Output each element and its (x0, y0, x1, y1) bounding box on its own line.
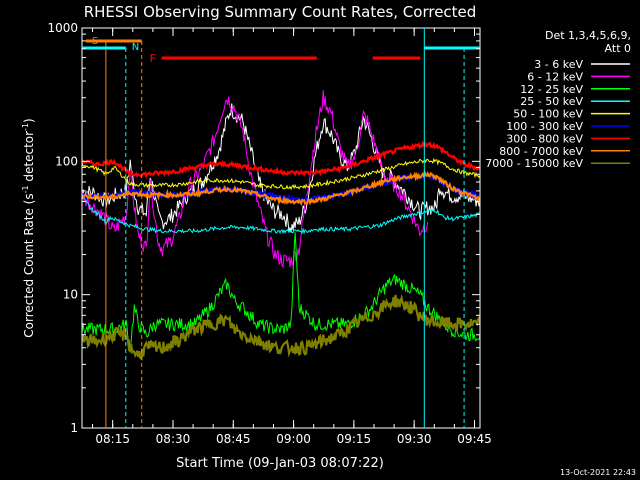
flag-f-label: F (150, 52, 156, 65)
x-tick-label: 09:15 (337, 432, 372, 446)
y-axis-label-sup1: -1 (21, 185, 30, 193)
x-tick-label: 09:30 (397, 432, 432, 446)
legend-title-1: Det 1,3,4,5,6,9, (545, 29, 631, 42)
series-line-6-12kev (82, 90, 429, 268)
y-tick-label: 100 (55, 154, 78, 168)
x-tick-label: 09:00 (276, 432, 311, 446)
legend-label: 800 - 7000 keV (499, 145, 583, 158)
y-axis-label-sup2: -1 (21, 123, 30, 131)
legend-title-2: Att 0 (605, 42, 631, 55)
x-tick-label: 08:45 (216, 432, 251, 446)
y-axis-label-main: Corrected Count Rate (s (22, 193, 36, 337)
series-line-800-7000kev (82, 169, 480, 206)
series-line-7000-15000kev (82, 293, 480, 361)
x-tick-labels: 08:15 08:30 08:45 09:00 09:15 09:30 09:45 (95, 432, 491, 446)
legend-label: 50 - 100 keV (513, 108, 583, 121)
series-line-50-100kev (82, 157, 480, 191)
y-tick-labels: 1 10 100 1000 (47, 21, 78, 435)
legend-label: 7000 - 15000 keV (485, 157, 583, 170)
y-axis-label-mid: detector (22, 131, 36, 186)
legend-label: 3 - 6 keV (534, 58, 583, 71)
plot-frame (81, 27, 481, 429)
flag-s-label: S (92, 36, 98, 47)
legend-label: 300 - 800 keV (506, 132, 583, 145)
y-tick-label: 1000 (47, 21, 78, 35)
series-line-12-25kev (82, 232, 480, 353)
series-line-25-50kev (82, 196, 480, 235)
legend-label: 6 - 12 keV (527, 70, 583, 83)
x-tick-label: 08:30 (156, 432, 191, 446)
series-line-300-800kev (82, 140, 480, 179)
footer-timestamp: 13-Oct-2021 22:43 (560, 468, 636, 477)
legend-label: 12 - 25 keV (520, 83, 583, 96)
legend-label: 25 - 50 keV (520, 95, 583, 108)
plot-area (82, 90, 480, 361)
flag-bars: S NF (82, 28, 480, 428)
y-axis-label-end: ) (22, 118, 36, 123)
chart-title: RHESSI Observing Summary Count Rates, Co… (84, 3, 477, 21)
y-tick-label: 1 (70, 421, 78, 435)
x-axis-label: Start Time (09-Jan-03 08:07:22) (176, 456, 384, 471)
y-tick-label: 10 (63, 288, 78, 302)
flag-n-label: N (132, 42, 139, 53)
y-axis-label: Corrected Count Rate (s-1 detector-1) (21, 118, 36, 337)
x-tick-label: 09:45 (457, 432, 492, 446)
legend-label: 100 - 300 keV (506, 120, 583, 133)
x-tick-label: 08:15 (95, 432, 130, 446)
